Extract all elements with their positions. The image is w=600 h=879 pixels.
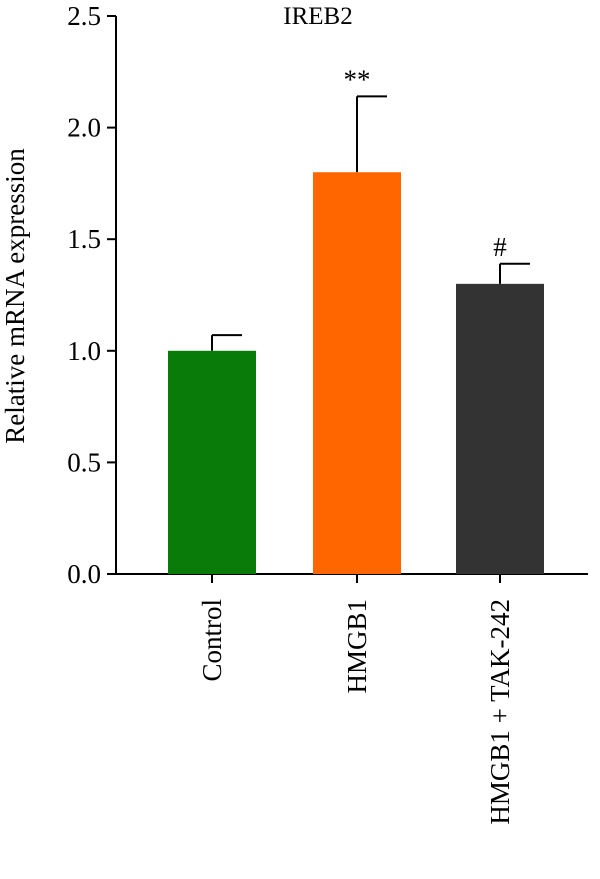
y-axis-ticks: 0.0 0.5 1.0 1.5 2.0 2.5 [67,1,116,589]
x-axis-labels: Control HMGB1 HMGB1 + TAK-242 [197,574,515,825]
bar-hmgb1 [313,172,401,575]
x-category-label: HMGB1 [342,599,372,694]
y-tick-label: 2.0 [67,113,101,143]
chart-title: IREB2 [283,3,352,30]
y-tick-label: 1.0 [67,336,101,366]
y-tick-label: 2.5 [67,1,101,31]
significance-label: # [493,232,507,262]
bar-control [168,350,256,574]
x-category-label: HMGB1 + TAK-242 [485,599,515,825]
y-tick-label: 1.5 [67,224,101,254]
y-axis-title: Relative mRNA expression [0,148,30,444]
y-tick-label: 0.5 [67,447,101,477]
bar-hmgb1-tak-242 [456,283,544,574]
y-tick-label: 0.0 [67,559,101,589]
bars: ** # [168,64,544,575]
significance-label: ** [344,64,371,94]
x-category-label: Control [197,599,227,682]
